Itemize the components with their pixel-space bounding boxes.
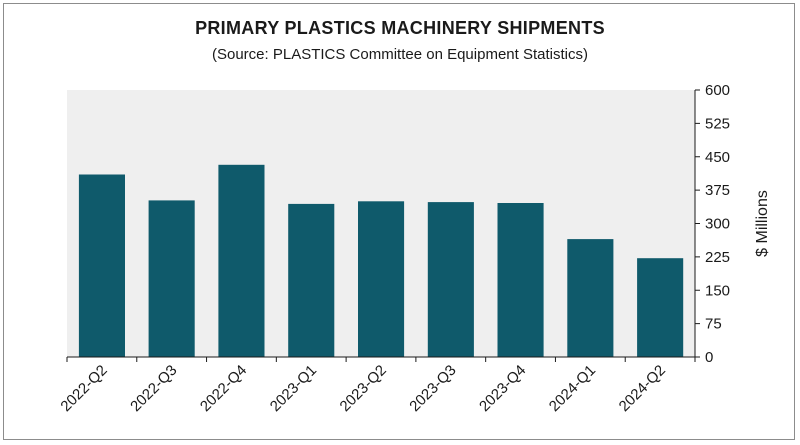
x-tick-label: 2024-Q1 xyxy=(546,362,599,415)
bars-group xyxy=(78,164,684,358)
x-tick-label: 2023-Q3 xyxy=(406,362,459,415)
bar-2023-Q1 xyxy=(288,203,335,357)
y-tick-label: 225 xyxy=(705,249,730,266)
x-tick-label: 2023-Q2 xyxy=(337,362,390,415)
bar-2022-Q2 xyxy=(78,174,125,357)
bar-2023-Q2 xyxy=(358,201,405,358)
bar-2023-Q3 xyxy=(427,202,474,357)
x-tick-label: 2022-Q3 xyxy=(127,362,180,415)
bar-2023-Q4 xyxy=(497,203,544,357)
y-tick-label: 150 xyxy=(705,282,730,299)
y-tick-label: 0 xyxy=(705,349,713,366)
bar-2022-Q3 xyxy=(148,200,195,357)
y-tick-label: 525 xyxy=(705,115,730,132)
x-tick-label: 2024-Q2 xyxy=(616,362,669,415)
y-tick-label: 600 xyxy=(705,82,730,99)
x-tick-label: 2022-Q4 xyxy=(197,362,250,415)
x-tick-label: 2023-Q4 xyxy=(476,362,529,415)
y-axis-title: $ Millions xyxy=(754,190,771,257)
y-tick-label: 300 xyxy=(705,216,730,233)
bar-2024-Q1 xyxy=(567,239,614,357)
x-tick-label: 2023-Q1 xyxy=(267,362,320,415)
chart-subtitle: (Source: PLASTICS Committee on Equipment… xyxy=(212,46,588,63)
y-tick-label: 75 xyxy=(705,316,722,333)
y-tick-label: 450 xyxy=(705,149,730,166)
chart-title: PRIMARY PLASTICS MACHINERY SHIPMENTS xyxy=(195,18,605,38)
y-ticks-group: 0 75 150 225 300 375 450 525 600 xyxy=(695,82,730,366)
x-ticks-group: 2022-Q2 2022-Q3 2022-Q4 2023-Q1 2023-Q2 2023-… xyxy=(57,357,696,415)
y-tick-label: 375 xyxy=(705,182,730,199)
bar-2024-Q2 xyxy=(637,258,684,357)
bar-2022-Q4 xyxy=(218,164,265,357)
x-tick-label: 2022-Q2 xyxy=(57,362,110,415)
